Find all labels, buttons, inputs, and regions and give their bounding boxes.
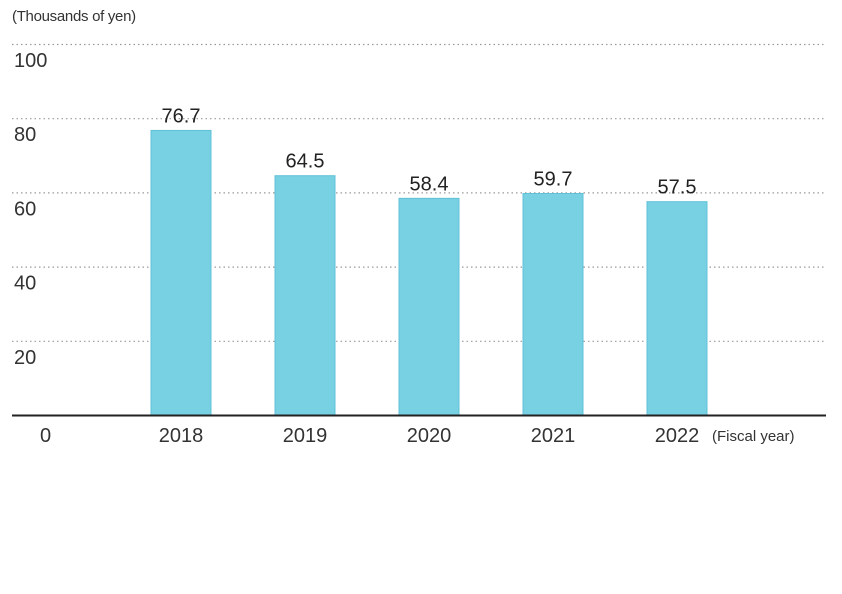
unit-label: (Thousands of yen) (12, 8, 136, 25)
value-label: 59.7 (534, 169, 573, 191)
y-tick-label: 0 (40, 425, 51, 447)
y-tick-label: 60 (14, 198, 36, 220)
value-label: 57.5 (658, 177, 697, 199)
x-tick-label: 2020 (407, 425, 452, 447)
y-tick-label: 40 (14, 273, 36, 295)
bar-2020 (398, 197, 460, 416)
value-label: 64.5 (286, 151, 325, 173)
y-tick-label: 100 (14, 50, 47, 72)
x-tick-label: 2021 (531, 425, 576, 447)
x-tick-label: 2022 (655, 425, 700, 447)
value-label: 76.7 (162, 105, 201, 127)
bar-2022 (646, 201, 708, 416)
bar-2018 (150, 129, 212, 416)
bar-2019 (274, 175, 336, 416)
bar-2021 (522, 193, 584, 416)
x-tick-label: 2018 (159, 425, 204, 447)
y-tick-label: 80 (14, 124, 36, 146)
x-axis-suffix-label: (Fiscal year) (712, 428, 795, 445)
x-tick-label: 2019 (283, 425, 328, 447)
value-label: 58.4 (410, 173, 449, 195)
y-tick-label: 20 (14, 347, 36, 369)
